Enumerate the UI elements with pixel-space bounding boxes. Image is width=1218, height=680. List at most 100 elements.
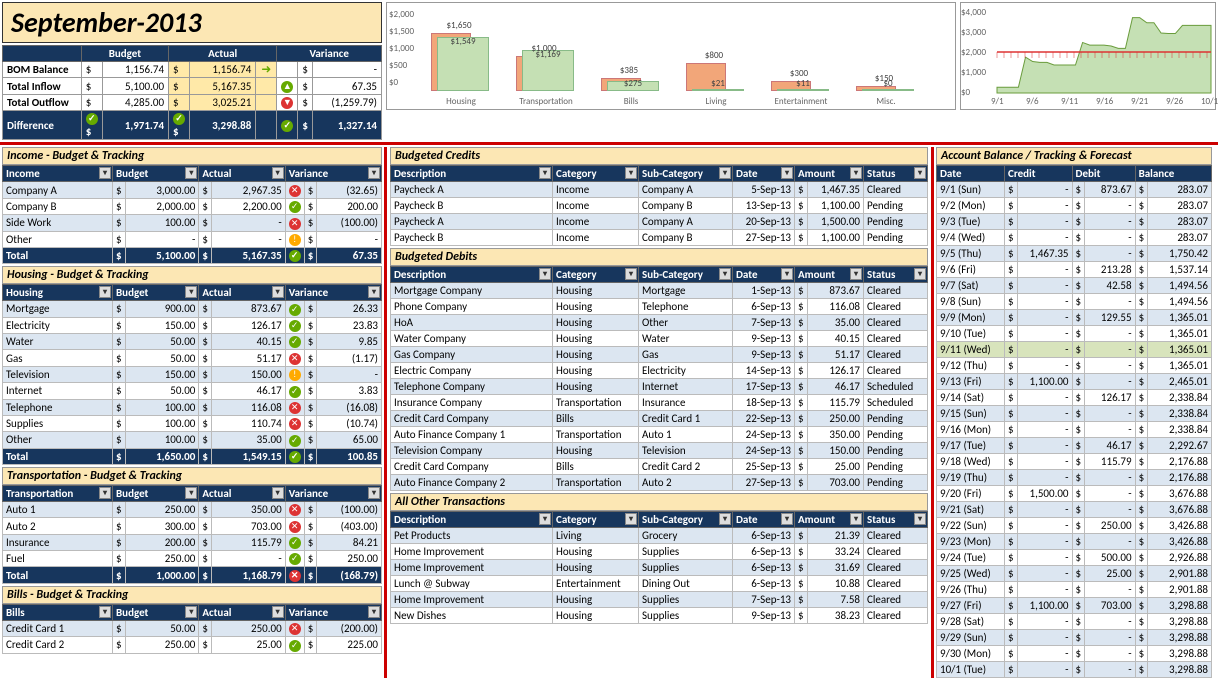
table-row[interactable]: 10/1 (Tue) $- $- $3,298.88 <box>937 662 1212 678</box>
table-row[interactable]: 9/21 (Sat) $- $- $3,676.88 <box>937 502 1212 518</box>
filter-icon[interactable]: ▾ <box>625 513 637 525</box>
table-row[interactable]: Home ImprovementHousingSupplies6-Sep-13 … <box>391 544 928 560</box>
table-row[interactable]: Mortgage$900.00$873.67 ✓$26.33 <box>3 301 382 317</box>
filter-icon[interactable]: ▾ <box>850 513 862 525</box>
table-row[interactable]: Mortgage CompanyHousingMortgage1-Sep-13 … <box>391 283 928 299</box>
filter-icon[interactable]: ▾ <box>368 286 380 298</box>
col-header[interactable]: Debit <box>1072 166 1135 182</box>
table-row[interactable]: Paycheck BIncomeCompany B27-Sep-13 $1,10… <box>391 230 928 246</box>
filter-icon[interactable]: ▾ <box>99 606 111 618</box>
table-row[interactable]: Gas$50.00$51.17 ✕$(1.17) <box>3 350 382 366</box>
filter-icon[interactable]: ▾ <box>272 167 284 179</box>
table-row[interactable]: 9/5 (Thu) $1,467.35 $- $1,750.42 <box>937 246 1212 262</box>
col-header[interactable]: Variance▾ <box>285 604 381 620</box>
filter-icon[interactable]: ▾ <box>719 513 731 525</box>
filter-icon[interactable]: ▾ <box>539 167 551 179</box>
filter-icon[interactable]: ▾ <box>272 606 284 618</box>
filter-icon[interactable]: ▾ <box>719 268 731 280</box>
col-header[interactable]: Description▾ <box>391 512 553 528</box>
table-row[interactable]: 9/15 (Sun) $- $- $2,338.84 <box>937 406 1212 422</box>
table-row[interactable]: Credit Card CompanyBillsCredit Card 122-… <box>391 411 928 427</box>
col-header[interactable]: Date▾ <box>733 166 795 182</box>
table-row[interactable]: 9/11 (Wed) $- $- $1,365.01 <box>937 342 1212 358</box>
table-row[interactable]: 9/16 (Mon) $- $- $2,338.84 <box>937 422 1212 438</box>
col-header[interactable]: Variance▾ <box>285 166 381 182</box>
table-row[interactable]: Credit Card CompanyBillsCredit Card 225-… <box>391 459 928 475</box>
table-row[interactable]: Pet ProductsLivingGrocery6-Sep-13 $21.39… <box>391 528 928 544</box>
filter-icon[interactable]: ▾ <box>781 167 793 179</box>
table-row[interactable]: Side Work$100.00$- ✕$(100.00) <box>3 215 382 231</box>
table-row[interactable]: 9/26 (Thu) $- $- $2,901.88 <box>937 582 1212 598</box>
filter-icon[interactable]: ▾ <box>539 513 551 525</box>
table-row[interactable]: Electric CompanyHousingElectricity14-Sep… <box>391 363 928 379</box>
table-row[interactable]: Electricity$150.00$126.17 ✓$23.83 <box>3 317 382 333</box>
filter-icon[interactable]: ▾ <box>368 606 380 618</box>
col-header[interactable]: Bills▾ <box>3 604 113 620</box>
table-row[interactable]: Auto Finance Company 2TransportationAuto… <box>391 475 928 491</box>
col-header[interactable]: Housing▾ <box>3 285 113 301</box>
filter-icon[interactable]: ▾ <box>914 268 926 280</box>
table-row[interactable]: Water CompanyHousingWater9-Sep-13 $40.15… <box>391 331 928 347</box>
table-row[interactable]: 9/9 (Mon) $- $129.55 $1,365.01 <box>937 310 1212 326</box>
filter-icon[interactable]: ▾ <box>368 167 380 179</box>
table-row[interactable]: Company A$3,000.00$2,967.35 ✕$(32.65) <box>3 182 382 198</box>
table-row[interactable]: Other$100.00$35.00 ✓$65.00 <box>3 432 382 448</box>
table-row[interactable]: Insurance CompanyTransportationInsurance… <box>391 395 928 411</box>
table-row[interactable]: 9/2 (Mon) $- $- $283.07 <box>937 198 1212 214</box>
filter-icon[interactable]: ▾ <box>185 487 197 499</box>
filter-icon[interactable]: ▾ <box>99 487 111 499</box>
col-header[interactable]: Balance <box>1135 166 1211 182</box>
col-header[interactable]: Date▾ <box>733 512 795 528</box>
col-header[interactable]: Category▾ <box>553 267 639 283</box>
col-header[interactable]: Budget▾ <box>113 604 199 620</box>
table-row[interactable]: Fuel$250.00$- ✓$250.00 <box>3 551 382 567</box>
col-header[interactable]: Description▾ <box>391 166 553 182</box>
table-row[interactable]: Auto 2$300.00$703.00 ✕$(403.00) <box>3 518 382 534</box>
table-row[interactable]: Home ImprovementHousingSupplies7-Sep-13 … <box>391 592 928 608</box>
table-row[interactable]: Phone CompanyHousingTelephone6-Sep-13 $1… <box>391 299 928 315</box>
table-row[interactable]: Paycheck AIncomeCompany A5-Sep-13 $1,467… <box>391 182 928 198</box>
col-header[interactable]: Actual▾ <box>199 604 285 620</box>
filter-icon[interactable]: ▾ <box>185 167 197 179</box>
table-row[interactable]: Television CompanyHousingTelevision24-Se… <box>391 443 928 459</box>
col-header[interactable]: Sub-Category▾ <box>639 512 733 528</box>
filter-icon[interactable]: ▾ <box>625 268 637 280</box>
table-row[interactable]: 9/25 (Wed) $- $25.00 $2,901.88 <box>937 566 1212 582</box>
table-row[interactable]: 9/3 (Tue) $- $- $283.07 <box>937 214 1212 230</box>
table-row[interactable]: 9/6 (Fri) $- $213.28 $1,537.14 <box>937 262 1212 278</box>
col-header[interactable]: Credit <box>1005 166 1073 182</box>
table-row[interactable]: 9/13 (Fri) $1,100.00 $- $2,465.01 <box>937 374 1212 390</box>
table-row[interactable]: Auto Finance Company 1TransportationAuto… <box>391 427 928 443</box>
col-header[interactable]: Amount▾ <box>795 512 864 528</box>
table-row[interactable]: 9/30 (Mon) $- $- $3,298.88 <box>937 646 1212 662</box>
filter-icon[interactable]: ▾ <box>185 606 197 618</box>
table-row[interactable]: 9/29 (Sun) $- $- $3,298.88 <box>937 630 1212 646</box>
filter-icon[interactable]: ▾ <box>539 268 551 280</box>
table-row[interactable]: 9/4 (Wed) $- $- $283.07 <box>937 230 1212 246</box>
col-header[interactable]: Income▾ <box>3 166 113 182</box>
filter-icon[interactable]: ▾ <box>185 286 197 298</box>
table-row[interactable]: Supplies$100.00$110.74 ✕$(10.74) <box>3 415 382 431</box>
table-row[interactable]: Gas CompanyHousingGas9-Sep-13 $51.17Clea… <box>391 347 928 363</box>
table-row[interactable]: 9/18 (Wed) $- $115.79 $2,176.88 <box>937 454 1212 470</box>
table-row[interactable]: Auto 1$250.00$350.00 ✕$(100.00) <box>3 501 382 517</box>
table-row[interactable]: Credit Card 2$250.00$25.00 ✓$225.00 <box>3 637 382 653</box>
table-row[interactable]: Other$-$- !$- <box>3 231 382 247</box>
filter-icon[interactable]: ▾ <box>781 513 793 525</box>
col-header[interactable]: Variance▾ <box>285 285 381 301</box>
table-row[interactable]: 9/24 (Tue) $- $500.00 $2,926.88 <box>937 550 1212 566</box>
table-row[interactable]: Water$50.00$40.15 ✓$9.85 <box>3 334 382 350</box>
filter-icon[interactable]: ▾ <box>99 286 111 298</box>
col-header[interactable]: Category▾ <box>553 512 639 528</box>
col-header[interactable]: Transportation▾ <box>3 485 113 501</box>
table-row[interactable]: New DishesHousingSupplies9-Sep-13 $38.23… <box>391 608 928 624</box>
table-row[interactable]: Credit Card 1$50.00$250.00 ✕$(200.00) <box>3 620 382 636</box>
filter-icon[interactable]: ▾ <box>272 487 284 499</box>
col-header[interactable]: Actual▾ <box>199 285 285 301</box>
filter-icon[interactable]: ▾ <box>850 268 862 280</box>
table-row[interactable]: 9/12 (Thu) $- $- $1,365.01 <box>937 358 1212 374</box>
table-row[interactable]: Home ImprovementHousingSupplies6-Sep-13 … <box>391 560 928 576</box>
table-row[interactable]: 9/19 (Thu) $- $- $2,176.88 <box>937 470 1212 486</box>
filter-icon[interactable]: ▾ <box>914 513 926 525</box>
col-header[interactable]: Status▾ <box>864 166 928 182</box>
